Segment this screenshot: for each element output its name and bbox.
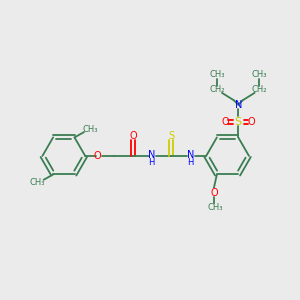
Text: O: O (94, 151, 101, 161)
Text: CH₃: CH₃ (251, 70, 267, 80)
Text: N: N (148, 150, 155, 160)
Text: H: H (148, 158, 155, 167)
Text: O: O (211, 188, 218, 198)
Text: O: O (130, 131, 137, 141)
Text: H: H (187, 158, 194, 167)
Text: S: S (168, 131, 174, 141)
Text: O: O (221, 117, 229, 127)
Text: CH₂: CH₂ (251, 85, 267, 94)
Text: CH₂: CH₂ (210, 85, 225, 94)
Text: CH₃: CH₃ (210, 70, 225, 80)
Text: S: S (235, 117, 242, 127)
Text: CH₃: CH₃ (29, 178, 44, 187)
Text: N: N (187, 150, 194, 160)
Text: CH₃: CH₃ (82, 125, 98, 134)
Text: N: N (235, 100, 242, 110)
Text: CH₃: CH₃ (207, 203, 223, 212)
Text: O: O (248, 117, 256, 127)
